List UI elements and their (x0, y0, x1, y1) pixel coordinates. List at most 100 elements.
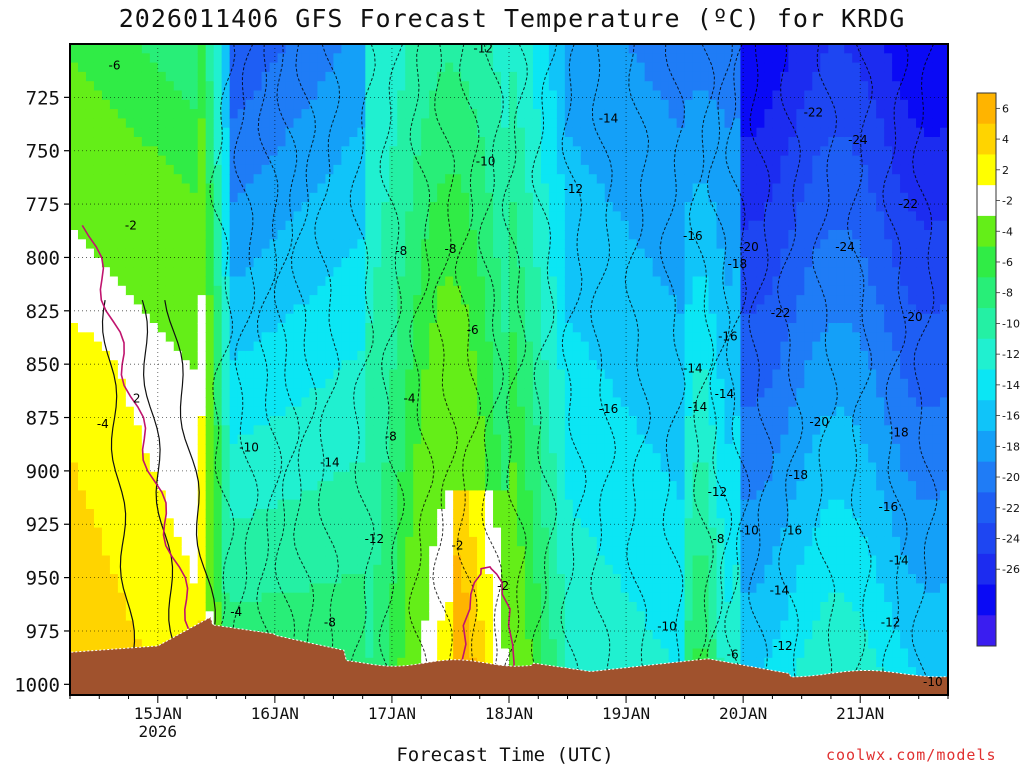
contour-label: -8 (713, 532, 725, 546)
colorbar-swatch (977, 400, 996, 432)
x-tick-sublabel: 2026 (139, 722, 178, 741)
colorbar-label: 2 (1002, 164, 1009, 177)
colorbar-swatch (977, 615, 996, 647)
y-tick-label: 975 (26, 621, 60, 643)
contour-label: -16 (718, 329, 738, 343)
colorbar-swatch (977, 553, 996, 586)
y-tick-label: 750 (26, 141, 60, 163)
contour-label: -10 (923, 675, 943, 689)
contour-line (748, 44, 775, 695)
contour-label: -6 (727, 647, 739, 661)
contour-label: -22 (804, 105, 824, 119)
colorbar-label: -14 (1002, 379, 1020, 392)
colorbar-label: -12 (1002, 348, 1020, 361)
contour-line (314, 44, 341, 695)
contour-label: -16 (599, 402, 619, 416)
contour-label: -16 (782, 524, 802, 538)
colorbar-label: -2 (1002, 195, 1013, 208)
contour-label: -14 (770, 583, 790, 597)
contour-label: -12 (365, 532, 385, 546)
contour-line (560, 44, 587, 695)
contour-label: -12 (473, 41, 493, 55)
colorbar-label: -24 (1002, 532, 1020, 545)
contour-label: -22 (771, 306, 791, 320)
contour-label: -14 (320, 455, 340, 469)
colorbar-swatch (977, 93, 996, 125)
contour-label: 2 (133, 391, 141, 405)
contour-label: -12 (881, 615, 901, 629)
contour-label: -14 (715, 387, 735, 401)
contour-label: -18 (727, 257, 747, 271)
contour-line (101, 300, 136, 695)
x-axis-label: Forecast Time (UTC) (396, 744, 614, 766)
y-tick-label: 775 (26, 194, 60, 216)
contour-label: -16 (878, 500, 898, 514)
contour-label: -8 (324, 615, 336, 629)
x-tick-label: 16JAN (251, 704, 299, 723)
contour-line (208, 44, 236, 695)
contour-label: -8 (395, 244, 407, 258)
colorbar-swatch (977, 246, 996, 278)
colorbar-label: -4 (1002, 225, 1013, 238)
temperature-field (70, 44, 948, 695)
colorbar-label: -26 (1002, 563, 1020, 576)
contour-line (706, 44, 733, 695)
colorbar-swatch (977, 123, 996, 155)
y-tick-label: 1000 (14, 674, 60, 696)
colorbar-label: -22 (1002, 502, 1020, 515)
contour-label: -6 (467, 323, 479, 337)
contour-line (846, 44, 873, 695)
contour-line (811, 44, 838, 695)
colorbar-swatch (977, 369, 996, 401)
contour-label: -12 (708, 485, 728, 499)
contour-label: -18 (788, 468, 808, 482)
colorbar-swatch (977, 584, 996, 616)
chart-title: 2026011406 GFS Forecast Temperature (ºC)… (118, 4, 906, 33)
contour-line (776, 44, 804, 695)
y-tick-label: 825 (26, 301, 60, 323)
contour-label: -10 (476, 154, 496, 168)
contour-label: -12 (564, 182, 584, 196)
y-tick-label: 925 (26, 514, 60, 536)
colorbar-label: -20 (1002, 471, 1020, 484)
contour-line (882, 44, 909, 695)
contour-label: -18 (889, 426, 909, 440)
contour-label: -24 (848, 133, 868, 147)
contour-label: -2 (497, 579, 509, 593)
colorbar-legend: 6 4 2 -2 -4 -6 -8 -10 -12 -14 -16 -18 -20 -22 -24 -26 (976, 92, 1020, 647)
contour-label: -14 (889, 554, 909, 568)
contour-label: -4 (230, 605, 242, 619)
contour-line (688, 44, 715, 695)
x-axis: 15JAN 16JAN 17JAN 18JAN 19JAN 20JAN 21JAN 2026 (69, 695, 949, 741)
colorbar-swatch (977, 154, 996, 186)
freezing-line (460, 566, 515, 685)
contour-label: -8 (385, 430, 397, 444)
contour-line (659, 44, 686, 695)
contour-label: -2 (125, 218, 137, 232)
colorbar-label: -10 (1002, 317, 1020, 330)
contour-line (291, 44, 318, 695)
contour-label: -20 (903, 310, 923, 324)
x-tick-label: 15JAN (134, 704, 182, 723)
colorbar-swatch (977, 523, 996, 555)
contour-line (590, 44, 617, 695)
y-tick-label: 950 (26, 568, 60, 590)
contour-line (501, 44, 528, 695)
contour-line (724, 44, 751, 695)
source-credit: coolwx.com/models (826, 746, 997, 764)
colorbar-label: -18 (1002, 440, 1020, 453)
contour-label: -14 (599, 112, 619, 126)
colorbar-swatch (977, 461, 996, 493)
colorbar-label: 4 (1002, 133, 1009, 146)
colorbar-label: -8 (1002, 287, 1013, 300)
colorbar-label: -16 (1002, 410, 1020, 423)
y-tick-label: 875 (26, 408, 60, 430)
colorbar-swatch (977, 185, 996, 217)
x-tick-label: 18JAN (485, 704, 533, 723)
contour-label: -14 (683, 361, 703, 375)
y-tick-label: 800 (26, 247, 60, 269)
contour-label: -4 (404, 391, 416, 405)
y-axis: 725 750 775 800 825 850 875 900 925 950 975 1000 (14, 87, 70, 696)
contour-line (378, 44, 405, 695)
contour-label: -20 (739, 240, 759, 254)
